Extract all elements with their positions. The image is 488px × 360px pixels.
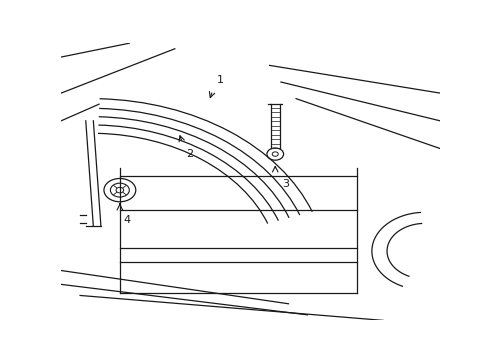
Text: 2: 2 (186, 149, 193, 158)
Text: 1: 1 (216, 75, 223, 85)
Text: 3: 3 (282, 179, 288, 189)
Text: 4: 4 (123, 215, 130, 225)
